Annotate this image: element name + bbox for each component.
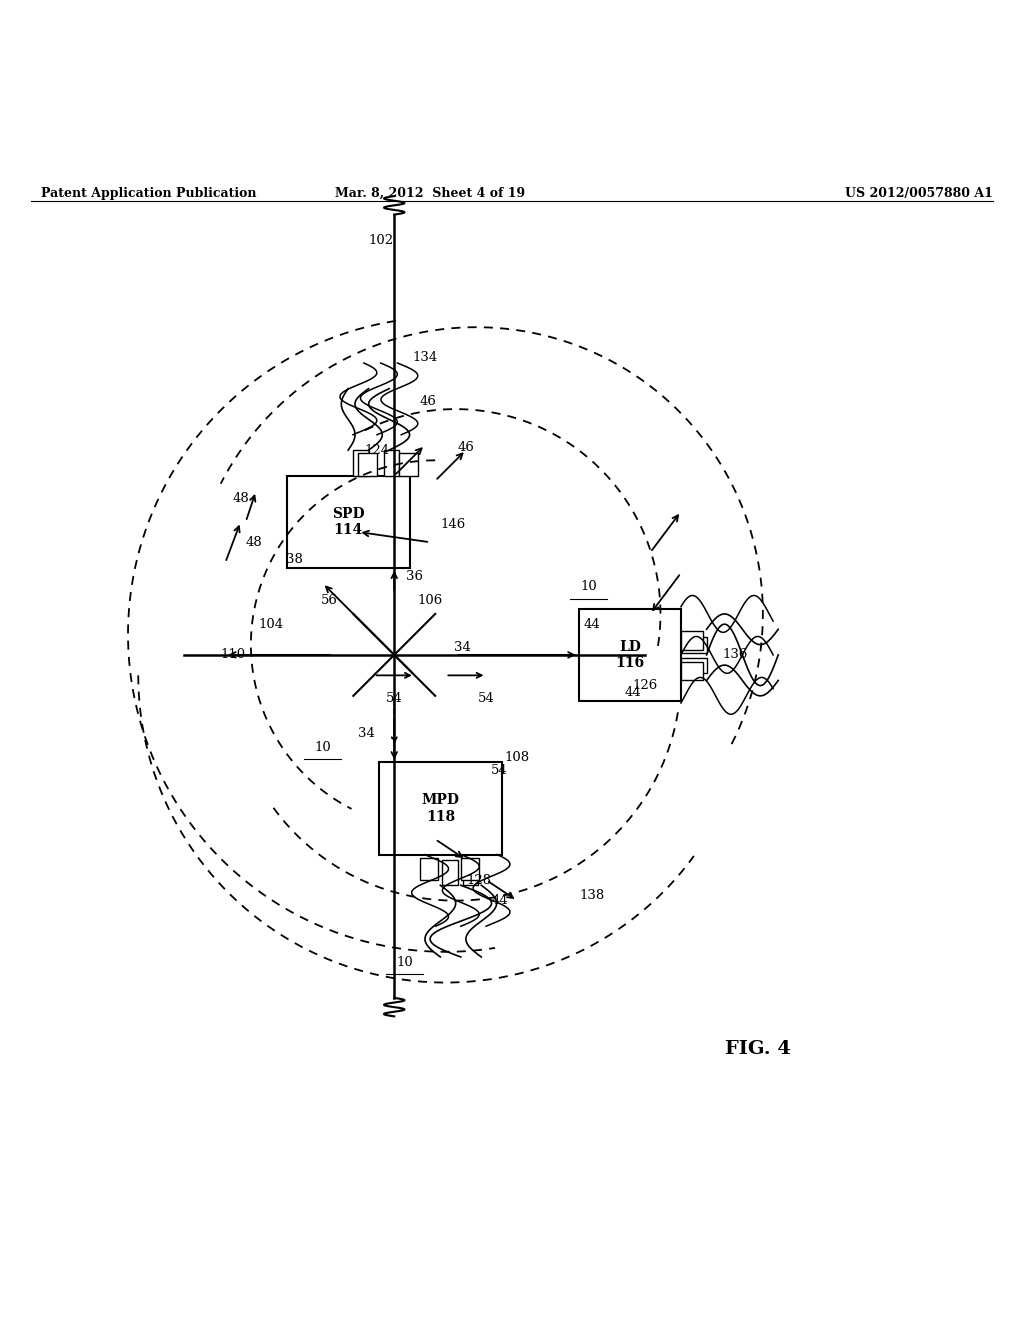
Text: 146: 146 xyxy=(440,519,465,532)
Text: 138: 138 xyxy=(580,890,604,902)
Text: 10: 10 xyxy=(396,956,413,969)
Text: SPD
114: SPD 114 xyxy=(332,507,365,537)
Bar xyxy=(399,453,418,475)
Text: 110: 110 xyxy=(221,648,246,661)
Bar xyxy=(681,657,707,673)
FancyBboxPatch shape xyxy=(379,763,502,854)
Bar xyxy=(681,638,707,653)
Bar xyxy=(461,858,479,880)
Text: 46: 46 xyxy=(458,441,474,454)
Text: US 2012/0057880 A1: US 2012/0057880 A1 xyxy=(846,187,993,199)
Text: 128: 128 xyxy=(467,874,492,887)
FancyBboxPatch shape xyxy=(287,475,410,568)
Text: 44: 44 xyxy=(584,618,600,631)
Text: MPD
118: MPD 118 xyxy=(421,793,460,824)
Text: 36: 36 xyxy=(407,569,423,582)
Text: 54: 54 xyxy=(386,693,402,705)
Text: 10: 10 xyxy=(581,579,597,593)
Text: 34: 34 xyxy=(358,727,375,741)
Text: Patent Application Publication: Patent Application Publication xyxy=(41,187,256,199)
Bar xyxy=(358,453,377,475)
Text: 44: 44 xyxy=(492,894,508,907)
Bar xyxy=(681,663,703,681)
Text: 134: 134 xyxy=(413,351,437,364)
Text: 104: 104 xyxy=(259,618,284,631)
Text: 56: 56 xyxy=(322,594,338,607)
Text: 102: 102 xyxy=(369,234,393,247)
Text: 34: 34 xyxy=(455,642,471,655)
Text: 106: 106 xyxy=(418,594,442,607)
Text: 136: 136 xyxy=(723,648,748,661)
Bar xyxy=(442,859,458,886)
Text: 46: 46 xyxy=(420,396,436,408)
Bar xyxy=(420,858,438,880)
Text: 48: 48 xyxy=(246,536,262,549)
Text: 108: 108 xyxy=(505,751,529,764)
Bar xyxy=(353,450,369,475)
Text: 126: 126 xyxy=(633,678,657,692)
Text: 44: 44 xyxy=(625,686,641,700)
Text: LD
116: LD 116 xyxy=(615,640,644,671)
Bar xyxy=(384,450,399,475)
Text: 124: 124 xyxy=(365,444,389,457)
Text: 54: 54 xyxy=(478,693,495,705)
Text: 38: 38 xyxy=(287,553,303,566)
Bar xyxy=(463,859,478,886)
Text: 54: 54 xyxy=(492,764,508,777)
Text: FIG. 4: FIG. 4 xyxy=(725,1040,791,1059)
FancyBboxPatch shape xyxy=(579,609,681,701)
Text: Mar. 8, 2012  Sheet 4 of 19: Mar. 8, 2012 Sheet 4 of 19 xyxy=(335,187,525,199)
Text: 10: 10 xyxy=(314,741,331,754)
Text: 48: 48 xyxy=(232,492,249,504)
Bar xyxy=(681,631,703,649)
